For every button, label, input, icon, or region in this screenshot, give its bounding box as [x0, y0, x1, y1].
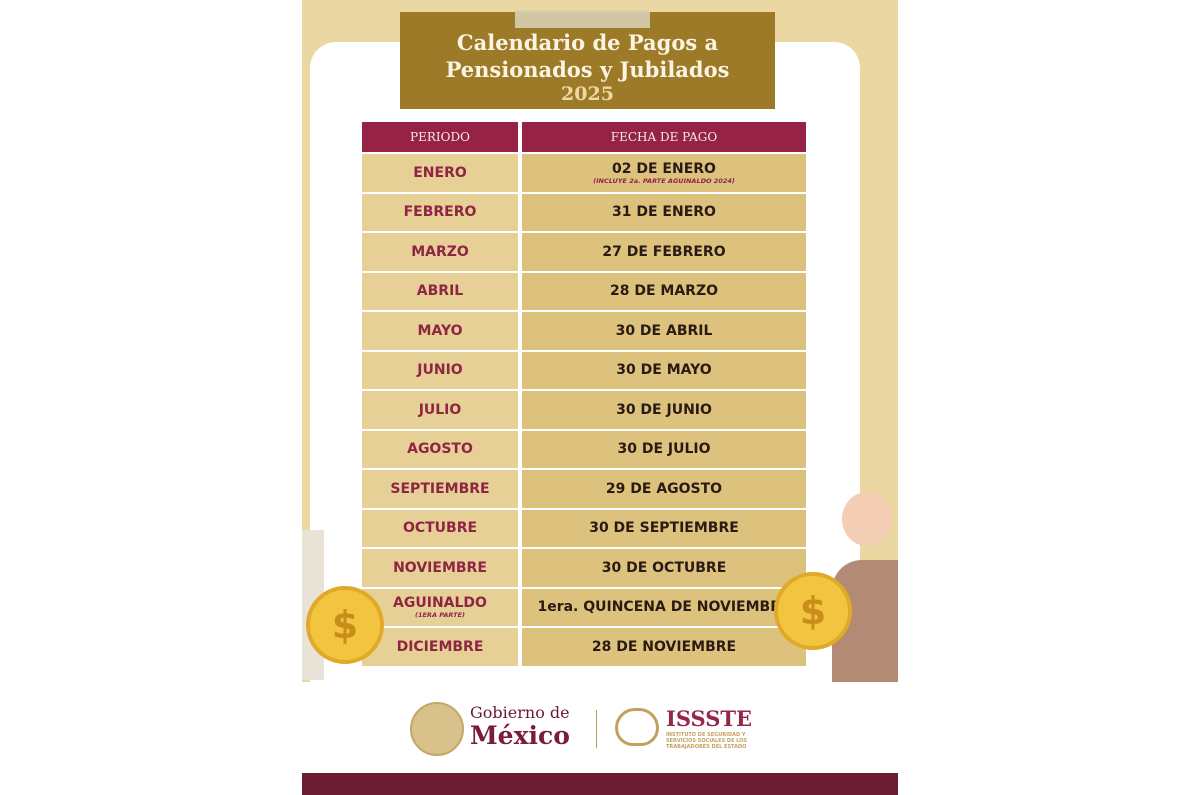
periodo-cell: MAYO — [362, 312, 518, 350]
table-row: FEBRERO 31 DE ENERO — [362, 193, 806, 231]
table-row: AGUINALDO (1ERA PARTE) 1era. QUINCENA DE N… — [362, 588, 806, 626]
periodo-label: JULIO — [418, 401, 462, 418]
fecha-cell: 30 DE MAYO — [522, 351, 806, 389]
periodo-cell: MARZO — [362, 233, 518, 271]
logo-divider — [596, 710, 597, 748]
header-fecha: FECHA DE PAGO — [522, 122, 806, 152]
table-row: DICIEMBRE 28 DE NOVIEMBRE — [362, 628, 806, 666]
fecha-label: 30 DE SEPTIEMBRE — [589, 520, 739, 537]
table-row: SEPTIEMBRE 29 DE AGOSTO — [362, 470, 806, 508]
periodo-label: JUNIO — [417, 362, 463, 379]
fecha-cell: 30 DE SEPTIEMBRE — [522, 509, 806, 547]
fecha-cell: 30 DE JULIO — [522, 430, 806, 468]
fecha-label: 1era. QUINCENA DE NOVIEMBRE — [537, 599, 791, 616]
table-row: AGOSTO 30 DE JULIO — [362, 430, 806, 468]
fecha-label: 30 DE ABRIL — [615, 322, 713, 339]
fecha-cell: 30 DE JUNIO — [522, 391, 806, 429]
fecha-label: 27 DE FEBRERO — [602, 243, 726, 260]
periodo-cell: FEBRERO — [362, 193, 518, 231]
fecha-cell: 31 DE ENERO — [522, 193, 806, 231]
periodo-label: AGUINALDO — [393, 595, 487, 612]
mexico-seal-logo — [410, 702, 464, 756]
issste-logo — [615, 708, 659, 746]
fecha-label: 02 DE ENERO — [612, 160, 716, 177]
periodo-label: OCTUBRE — [402, 520, 478, 537]
periodo-label: AGOSTO — [407, 441, 473, 458]
table-row: OCTUBRE 30 DE SEPTIEMBRE — [362, 509, 806, 547]
issste-name: ISSSTE — [666, 706, 753, 731]
periodo-note: (1ERA PARTE) — [415, 611, 465, 620]
fecha-label: 28 DE MARZO — [609, 283, 718, 300]
fecha-label: 30 DE JUNIO — [616, 401, 712, 418]
gobierno-line1: Gobierno de — [470, 703, 570, 722]
periodo-label: MARZO — [411, 243, 469, 260]
table-row: NOVIEMBRE 30 DE OCTUBRE — [362, 549, 806, 587]
periodo-cell: ENERO — [362, 154, 518, 192]
periodo-label: DICIEMBRE — [396, 638, 484, 655]
fecha-cell: 30 DE OCTUBRE — [522, 549, 806, 587]
periodo-cell: SEPTIEMBRE — [362, 470, 518, 508]
fecha-label: 30 DE JULIO — [617, 441, 711, 458]
table-header: PERIODO FECHA DE PAGO — [362, 122, 806, 152]
periodo-label: NOVIEMBRE — [393, 559, 487, 576]
periodo-cell: JUNIO — [362, 351, 518, 389]
table-row: JULIO 30 DE JUNIO — [362, 391, 806, 429]
issste-subtitle: INSTITUTO DE SEGURIDAD Y SERVICIOS SOCIA… — [666, 732, 748, 750]
footer-logos: Gobierno de México ISSSTE INSTITUTO DE S… — [302, 682, 898, 772]
table-row: ENERO 02 DE ENERO (INCLUYE 2a. PARTE AGUIN… — [362, 154, 806, 192]
gobierno-de-mexico-logo: Gobierno de México — [470, 704, 570, 750]
periodo-label: FEBRERO — [403, 204, 477, 221]
fecha-label: 30 DE OCTUBRE — [601, 559, 727, 576]
payment-calendar-poster: Calendario de Pagos a Pensionados y Jubi… — [302, 0, 898, 795]
tape-decoration — [515, 10, 650, 28]
table-row: MAYO 30 DE ABRIL — [362, 312, 806, 350]
header-periodo: PERIODO — [362, 122, 518, 152]
periodo-label: ABRIL — [416, 283, 464, 300]
fecha-label: 30 DE MAYO — [616, 362, 712, 379]
fecha-label: 31 DE ENERO — [612, 204, 716, 221]
periodo-cell: AGOSTO — [362, 430, 518, 468]
title-year: 2025 — [561, 83, 614, 105]
table-row: MARZO 27 DE FEBRERO — [362, 233, 806, 271]
fecha-cell: 28 DE NOVIEMBRE — [522, 628, 806, 666]
title-line2: Pensionados y Jubilados — [445, 57, 730, 82]
periodo-cell: DICIEMBRE — [362, 628, 518, 666]
table-row: JUNIO 30 DE MAYO — [362, 351, 806, 389]
periodo-cell: OCTUBRE — [362, 509, 518, 547]
periodo-cell: ABRIL — [362, 272, 518, 310]
fecha-note: (INCLUYE 2a. PARTE AGUINALDO 2024) — [593, 176, 735, 185]
bottom-bar — [302, 773, 898, 795]
fecha-cell: 27 DE FEBRERO — [522, 233, 806, 271]
periodo-cell: AGUINALDO (1ERA PARTE) — [362, 588, 518, 626]
title-line1: Calendario de Pagos a — [456, 30, 719, 55]
elderly-man-head — [842, 492, 892, 546]
periodo-cell: JULIO — [362, 391, 518, 429]
coin-dollar-icon: $ — [306, 586, 384, 664]
fecha-label: 29 DE AGOSTO — [605, 480, 723, 497]
periodo-cell: NOVIEMBRE — [362, 549, 518, 587]
payment-table: PERIODO FECHA DE PAGO ENERO 02 DE ENERO (I… — [362, 122, 806, 668]
gobierno-line2: México — [470, 721, 570, 750]
title-banner: Calendario de Pagos a Pensionados y Jubi… — [400, 12, 775, 109]
fecha-label: 28 DE NOVIEMBRE — [591, 638, 737, 655]
fecha-cell: 1era. QUINCENA DE NOVIEMBRE — [522, 588, 806, 626]
fecha-cell: 02 DE ENERO (INCLUYE 2a. PARTE AGUINALDO … — [522, 154, 806, 192]
coin-dollar-icon: $ — [774, 572, 852, 650]
periodo-label: MAYO — [417, 322, 463, 339]
table-row: ABRIL 28 DE MARZO — [362, 272, 806, 310]
periodo-label: SEPTIEMBRE — [390, 480, 490, 497]
fecha-cell: 30 DE ABRIL — [522, 312, 806, 350]
fecha-cell: 29 DE AGOSTO — [522, 470, 806, 508]
fecha-cell: 28 DE MARZO — [522, 272, 806, 310]
periodo-label: ENERO — [413, 164, 467, 181]
